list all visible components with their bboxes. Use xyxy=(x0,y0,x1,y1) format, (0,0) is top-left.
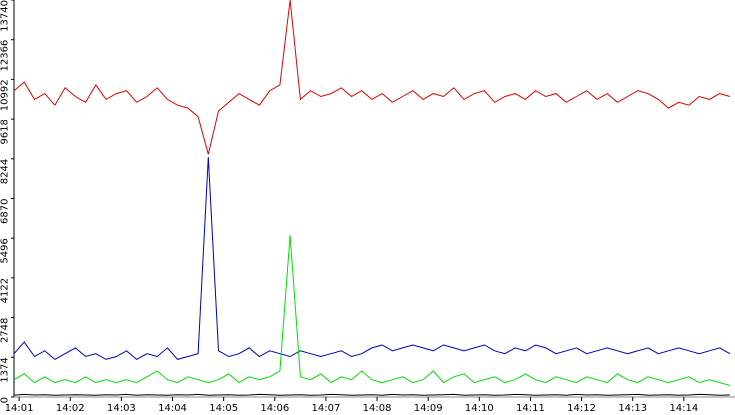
x-tick-label: 14:05 xyxy=(209,403,238,414)
y-tick-label: 8244 xyxy=(0,159,10,184)
y-tick-label: 0 xyxy=(0,397,10,403)
x-tick-label: 14:08 xyxy=(363,403,392,414)
y-tick-label: 9618 xyxy=(0,119,10,144)
x-tick-label: 14:06 xyxy=(260,403,289,414)
x-tick-label: 14:01 xyxy=(5,403,34,414)
x-tick-label: 14:12 xyxy=(567,403,596,414)
y-tick-label: 12366 xyxy=(0,40,10,72)
x-tick-label: 14:03 xyxy=(107,403,136,414)
series-line xyxy=(13,393,730,396)
x-tick-label: 14:02 xyxy=(56,403,85,414)
y-tick-label: 13740 xyxy=(0,0,10,32)
y-tick-label: 1374 xyxy=(0,357,10,382)
x-tick-label: 14:13 xyxy=(618,403,647,414)
y-tick-label: 4122 xyxy=(0,278,10,303)
y-tick-label: 10992 xyxy=(0,79,10,111)
x-tick-label: 14:14 xyxy=(669,403,698,414)
series-line xyxy=(13,235,731,386)
series-line xyxy=(13,0,731,155)
y-tick-label: 2748 xyxy=(0,318,10,343)
x-tick-label: 14:04 xyxy=(158,403,187,414)
x-tick-label: 14:09 xyxy=(414,403,443,414)
x-tick-label: 14:07 xyxy=(312,403,341,414)
series-line xyxy=(13,157,731,361)
x-tick-label: 14:10 xyxy=(465,403,494,414)
y-tick-label: 5496 xyxy=(0,238,10,263)
y-tick-label: 6870 xyxy=(0,199,10,224)
x-tick-label: 14:11 xyxy=(516,403,545,414)
